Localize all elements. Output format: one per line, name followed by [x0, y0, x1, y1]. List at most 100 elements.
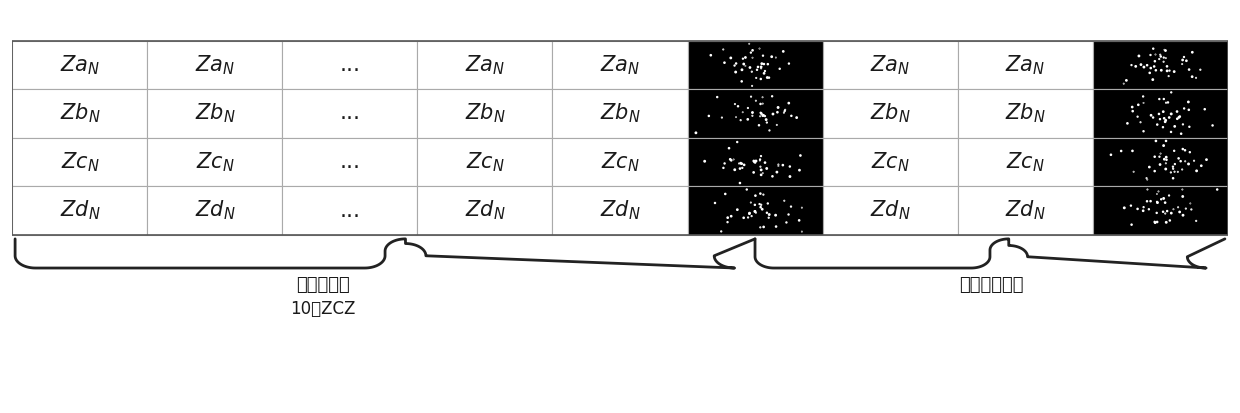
Point: [1172, 131, 1192, 137]
Point: [1137, 198, 1157, 204]
Point: [1123, 169, 1143, 175]
Point: [718, 219, 738, 225]
Point: [774, 48, 794, 55]
Point: [728, 206, 748, 213]
Point: [724, 62, 744, 69]
Point: [1141, 198, 1161, 204]
Text: $Zd_{N}$: $Zd_{N}$: [195, 199, 236, 222]
Point: [732, 66, 751, 73]
Bar: [687, 186, 822, 235]
Point: [1122, 221, 1142, 228]
Text: $Zb_{N}$: $Zb_{N}$: [869, 102, 910, 125]
Bar: [283, 89, 418, 138]
Point: [1149, 96, 1169, 102]
Point: [759, 214, 779, 221]
Bar: [418, 186, 553, 235]
Point: [751, 111, 771, 117]
Bar: [553, 138, 687, 186]
Point: [1163, 175, 1183, 182]
Point: [750, 45, 770, 52]
Point: [746, 75, 766, 81]
Point: [733, 164, 753, 171]
Text: 短训练字段: 短训练字段: [296, 276, 350, 294]
Bar: [822, 40, 957, 89]
Point: [1157, 63, 1177, 70]
Bar: [148, 40, 283, 89]
Point: [1133, 207, 1153, 214]
Point: [1122, 147, 1142, 154]
Point: [750, 156, 770, 163]
Point: [1111, 148, 1131, 154]
Point: [1169, 113, 1189, 120]
Bar: [553, 186, 687, 235]
Text: ...: ...: [340, 55, 361, 75]
Point: [1156, 210, 1176, 217]
Point: [1164, 147, 1184, 154]
Text: $Zb_{N}$: $Zb_{N}$: [600, 102, 640, 125]
Point: [791, 152, 811, 159]
Point: [699, 113, 719, 119]
Point: [769, 163, 789, 169]
Point: [1151, 53, 1171, 60]
Point: [1153, 142, 1173, 149]
Point: [1208, 186, 1228, 193]
Point: [750, 190, 770, 197]
Point: [749, 122, 769, 128]
Point: [713, 46, 733, 53]
Point: [774, 197, 794, 204]
Point: [756, 209, 776, 216]
Point: [751, 202, 771, 208]
Text: $Zd_{N}$: $Zd_{N}$: [600, 199, 640, 222]
Point: [781, 112, 801, 119]
Point: [725, 69, 745, 75]
Point: [774, 109, 794, 116]
Point: [792, 228, 812, 235]
Point: [738, 214, 758, 221]
Point: [1153, 108, 1173, 115]
Point: [1156, 199, 1176, 206]
Bar: [283, 186, 418, 235]
Point: [1152, 67, 1172, 74]
Text: $Zb_{N}$: $Zb_{N}$: [1004, 102, 1045, 125]
Point: [750, 164, 770, 170]
Point: [732, 78, 751, 85]
Point: [1163, 206, 1183, 213]
Bar: [418, 40, 553, 89]
Point: [1182, 206, 1202, 213]
Point: [768, 169, 787, 176]
Bar: [283, 138, 418, 186]
Point: [1140, 164, 1159, 171]
Point: [1145, 218, 1164, 225]
Bar: [12, 138, 148, 186]
Point: [1197, 157, 1216, 163]
Point: [738, 104, 758, 111]
Point: [742, 49, 761, 56]
Point: [1169, 209, 1189, 215]
Point: [719, 145, 739, 152]
Point: [786, 114, 806, 121]
Point: [792, 204, 812, 211]
Point: [728, 139, 748, 145]
Point: [725, 166, 745, 173]
Point: [1176, 147, 1195, 154]
Point: [758, 61, 777, 67]
Point: [781, 203, 801, 210]
Point: [1158, 73, 1178, 79]
Bar: [822, 138, 957, 186]
Point: [739, 210, 759, 216]
Point: [1192, 162, 1211, 169]
Point: [734, 61, 754, 67]
Point: [751, 65, 771, 71]
Point: [756, 165, 776, 172]
Point: [1157, 154, 1177, 161]
Point: [1121, 62, 1141, 69]
Point: [720, 55, 740, 61]
Point: [694, 158, 714, 164]
Point: [745, 208, 765, 215]
Point: [1135, 64, 1154, 70]
Point: [739, 40, 759, 47]
Text: 10个ZCZ: 10个ZCZ: [290, 300, 356, 318]
Point: [779, 60, 799, 67]
Bar: [418, 138, 553, 186]
Point: [753, 94, 773, 100]
